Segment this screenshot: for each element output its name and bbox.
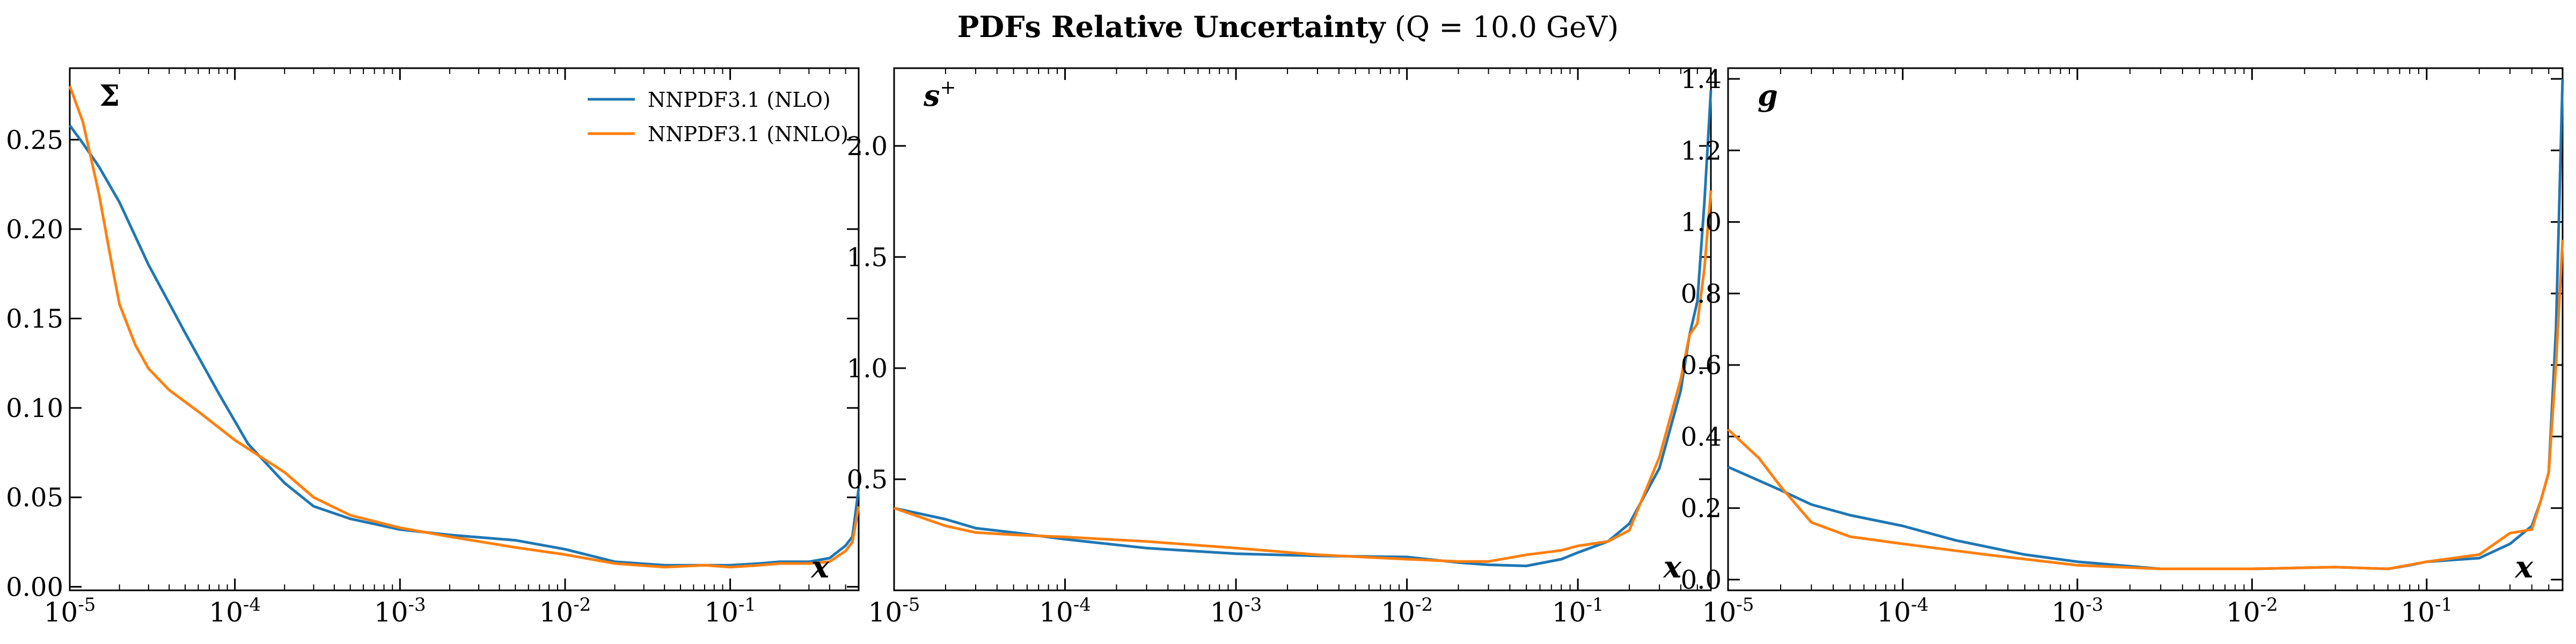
plot-frame-1 [69, 67, 860, 591]
y-tick-label: 0.10 [6, 393, 63, 423]
x-axis-label: x [2515, 550, 2534, 585]
legend-label: NNPDF3.1 (NLO) [648, 88, 831, 112]
y-tick-label: 0.05 [6, 483, 63, 513]
y-tick-label: 1.2 [1681, 136, 1722, 166]
figure-title: PDFs Relative Uncertainty (Q = 10.0 GeV) [0, 10, 2576, 44]
legend-label: NNPDF3.1 (NNLO) [648, 122, 848, 146]
x-axis-label: x [1663, 550, 1682, 585]
y-tick-label: 1.5 [847, 243, 888, 273]
y-tick-label: 1.0 [1681, 208, 1722, 238]
series-line-nlo [68, 125, 860, 567]
y-tick-label: 0.20 [6, 215, 63, 245]
plot-frame-3 [1727, 67, 2564, 591]
y-tick-label: 0.8 [1681, 279, 1722, 309]
panel-label: Σ [99, 78, 120, 113]
x-tick-label: 10-4 [1877, 594, 1929, 628]
x-tick-label: 10-5 [1702, 594, 1754, 628]
y-tick-label: 0.5 [847, 465, 888, 495]
y-tick-label: 1.0 [847, 354, 888, 384]
series-line-nnlo [894, 190, 1713, 563]
x-tick-label: 10-2 [1381, 594, 1433, 628]
figure-title-scale: (Q = 10.0 GeV) [1394, 10, 1619, 44]
x-tick-label: 10-1 [2401, 594, 2453, 628]
y-tick-label: 0.4 [1681, 422, 1722, 452]
x-tick-label: 10-2 [539, 594, 591, 628]
figure-title-main: PDFs Relative Uncertainty [957, 10, 1386, 44]
x-tick-label: 10-4 [209, 594, 261, 628]
series-line-nnlo [68, 85, 860, 569]
panel-label: g [1758, 78, 1778, 113]
y-tick-label: 0.2 [1681, 494, 1722, 524]
x-tick-label: 10-2 [2226, 594, 2278, 628]
y-tick-label: 0.6 [1681, 350, 1722, 380]
series-line-nnlo [1727, 239, 2564, 570]
x-tick-label: 10-3 [374, 594, 426, 628]
x-tick-label: 10-3 [2052, 594, 2104, 628]
panel-label: s+ [923, 77, 956, 113]
y-tick-label: 0.15 [6, 304, 63, 334]
y-tick-label: 0.0 [1681, 565, 1722, 595]
x-tick-label: 10-3 [1210, 594, 1262, 628]
y-tick-label: 1.4 [1681, 64, 1722, 94]
x-axis-label: x [811, 550, 830, 585]
x-tick-label: 10-1 [704, 594, 756, 628]
x-tick-label: 10-4 [1039, 594, 1091, 628]
x-tick-label: 10-5 [44, 594, 96, 628]
x-tick-label: 10-1 [1552, 594, 1604, 628]
series-line-nlo [1727, 78, 2564, 570]
plot-frame-2 [893, 67, 1712, 591]
y-tick-label: 2.0 [847, 131, 888, 162]
x-tick-label: 10-5 [868, 594, 920, 628]
series-line-nlo [894, 90, 1713, 567]
y-tick-label: 0.00 [6, 572, 63, 602]
y-tick-label: 0.25 [6, 125, 63, 155]
